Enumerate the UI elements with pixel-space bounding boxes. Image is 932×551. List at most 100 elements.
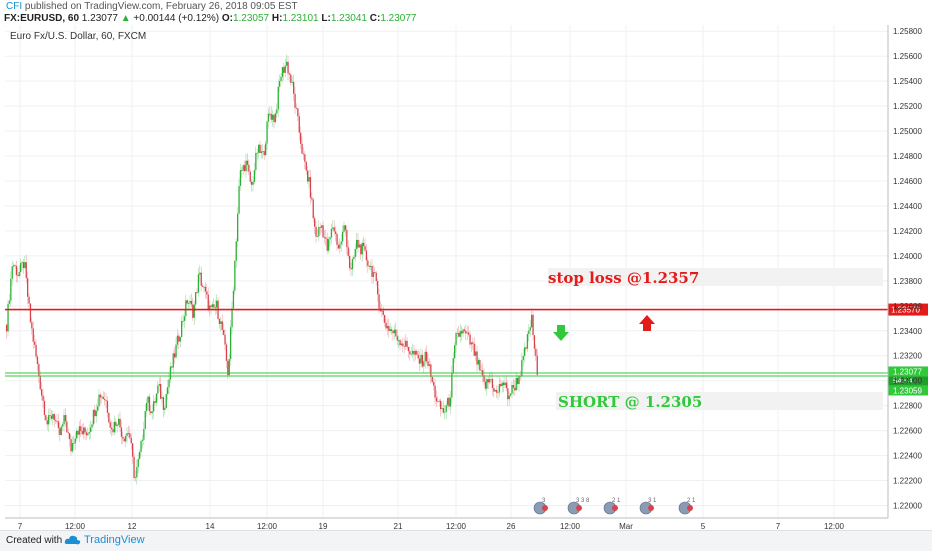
event-icons[interactable]: 3 3 3 8 2 1 3 1 2 1 <box>533 498 696 515</box>
candle-body <box>312 199 314 219</box>
y-axis[interactable]: 1.25800 1.25600 1.25400 1.25200 1.25000 1.248… <box>887 25 922 518</box>
x-tick-label: 19 <box>319 522 328 530</box>
price-tag-bg <box>888 366 928 377</box>
tradingview-link[interactable]: TradingView <box>84 534 145 546</box>
candle-body <box>518 375 520 385</box>
candle-body <box>237 213 239 242</box>
candle-body <box>179 337 181 342</box>
candle-body <box>291 81 293 83</box>
stop-loss-annotation: stop loss @1.2357 <box>548 269 699 287</box>
candle-body <box>95 410 97 417</box>
candle-body <box>246 160 249 165</box>
candle-body <box>238 185 240 214</box>
candle-body <box>137 458 139 468</box>
candle-body <box>295 107 298 109</box>
candle-body <box>375 272 377 281</box>
candle-body <box>171 366 173 368</box>
candle-body <box>216 300 218 308</box>
candle-body <box>94 409 96 417</box>
candle-body <box>76 430 78 439</box>
event-marker <box>576 505 582 511</box>
candle-body <box>381 310 383 312</box>
x-tick-label: 12:00 <box>824 522 845 530</box>
candle-body <box>444 411 446 413</box>
candle-body <box>363 242 365 247</box>
candle-body <box>104 399 106 401</box>
arrow-up-icon <box>639 315 655 331</box>
publish-line: CFI published on TradingView.com, Februa… <box>6 1 298 12</box>
candle-body <box>221 321 223 330</box>
candle-body <box>286 61 288 66</box>
candle-body <box>533 335 536 349</box>
candle-body <box>45 415 47 421</box>
symbol-label: FX:EURUSD, 60 <box>4 13 80 24</box>
candle-body <box>118 418 120 425</box>
price-chart[interactable]: Euro Fx/U.S. Dollar, 60, FXCM 1.235701.2… <box>0 25 932 530</box>
high-value: 1.23101 <box>282 13 319 24</box>
candle-body <box>277 86 279 110</box>
candle-body <box>395 329 397 337</box>
candle-body <box>255 153 257 171</box>
candle-body <box>360 244 362 255</box>
candle-body <box>119 418 121 428</box>
event-label: 2 1 <box>612 498 621 504</box>
candle-body <box>374 272 376 273</box>
candle-body <box>99 394 102 398</box>
event-flag-icon[interactable]: 3 1 <box>639 498 657 515</box>
event-flag-icon[interactable]: 3 <box>533 498 548 515</box>
candle-body <box>266 121 268 144</box>
candle-body <box>424 351 426 362</box>
candle-body <box>227 360 229 376</box>
candle-body <box>490 378 492 380</box>
x-axis[interactable]: 7 12:00 12 14 12:00 19 21 12:00 26 12:00 Mar 5 7 12:0… <box>5 517 888 530</box>
candle-body <box>66 421 68 433</box>
candle-body <box>437 401 439 403</box>
candle-body <box>129 433 131 438</box>
candle-body <box>318 227 320 237</box>
candle-body <box>223 329 225 335</box>
short-annotation-bg <box>556 392 883 410</box>
event-label: 3 1 <box>648 498 657 504</box>
candle-body <box>447 397 449 406</box>
y-tick-label: 1.25800 <box>893 27 922 36</box>
tradingview-cloud-icon <box>64 535 81 545</box>
y-tick-label: 1.24400 <box>893 202 922 211</box>
candle-body <box>178 335 180 342</box>
candle-body <box>209 305 211 310</box>
candle-body <box>25 262 27 279</box>
candle-body <box>372 272 375 277</box>
candle-body <box>125 436 127 442</box>
candle-body <box>158 384 160 386</box>
candle-body <box>225 344 228 361</box>
candle-body <box>451 373 453 398</box>
candle-body <box>391 329 393 332</box>
candle-body <box>409 351 411 355</box>
candle-body <box>167 387 169 395</box>
candle-body <box>153 401 155 412</box>
event-flag-icon[interactable]: 2 1 <box>603 498 621 515</box>
candle-body <box>34 341 36 345</box>
candle-body <box>270 113 272 120</box>
candle-body <box>112 429 114 433</box>
event-flag-icon[interactable]: 2 1 <box>678 498 696 515</box>
candle-body <box>7 303 9 332</box>
candle-body <box>259 144 261 154</box>
candle-body <box>36 356 39 365</box>
candle-body <box>351 259 354 270</box>
author-link[interactable]: CFI <box>6 1 23 12</box>
bid-tag: 1.23059 <box>893 386 922 395</box>
candle-body <box>354 248 356 257</box>
candle-body <box>307 170 309 182</box>
candle-body <box>164 407 166 410</box>
candle-body <box>140 440 142 452</box>
candle-body <box>504 382 506 386</box>
high-label: H: <box>271 13 283 24</box>
candle-body <box>473 343 475 356</box>
event-flag-icon[interactable]: 3 3 8 <box>567 498 590 515</box>
candle-body <box>483 375 485 382</box>
candle-body <box>251 181 253 185</box>
candle-body <box>70 439 72 452</box>
candle-body <box>392 331 394 334</box>
candle-body <box>106 400 109 413</box>
grid <box>5 25 888 518</box>
